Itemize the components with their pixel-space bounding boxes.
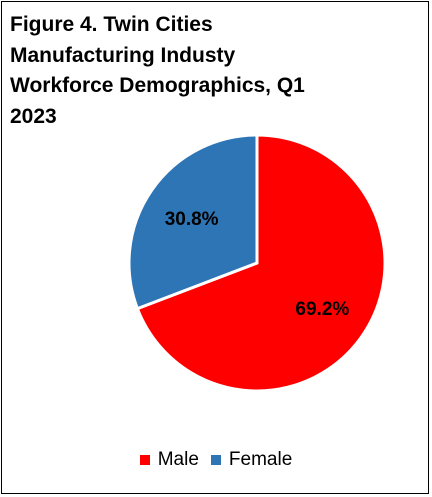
data-label-female: 30.8% [165, 209, 219, 230]
pie-slice-female [127, 133, 259, 311]
legend-item-male: Male [139, 449, 199, 471]
legend-label-female: Female [228, 449, 293, 470]
chart-title: Figure 4. Twin Cities Manufacturing Indu… [10, 13, 305, 128]
legend-swatch-male [139, 455, 150, 465]
pie-labels: 69.2% 30.8% [165, 209, 350, 320]
legend: Male Female [2, 449, 430, 471]
legend-item-female: Female [210, 449, 293, 471]
data-label-male: 69.2% [295, 299, 349, 320]
legend-label-male: Male [157, 449, 199, 470]
pie-slice-male [135, 133, 387, 393]
pie-slices [127, 133, 387, 393]
legend-swatch-female [210, 455, 221, 465]
